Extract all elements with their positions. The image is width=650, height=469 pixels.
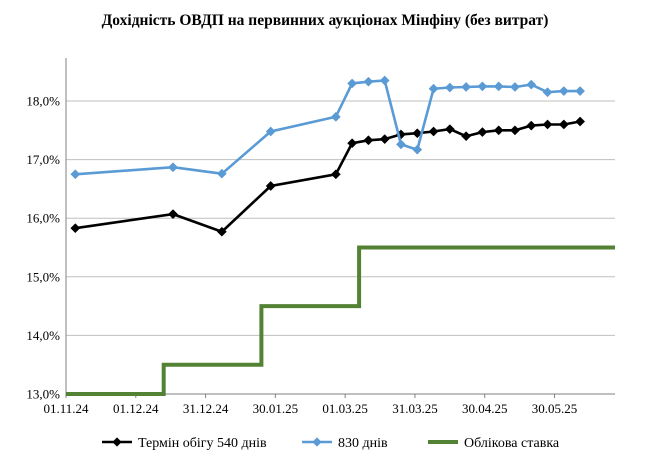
x-tick-label: 30.01.25	[253, 401, 299, 416]
data-point	[428, 126, 439, 137]
legend-marker	[312, 437, 322, 447]
data-point	[428, 83, 439, 94]
data-point	[379, 134, 390, 145]
data-point	[575, 116, 586, 127]
x-tick-label: 01.03.25	[322, 401, 368, 416]
legend-item-1: Термін обігу 540 днів	[102, 436, 267, 451]
data-point	[347, 78, 358, 89]
data-point	[510, 82, 520, 92]
axes: 13,0% 14,0% 15,0% 16,0% 17,0% 18,0% 01.11.24 01…	[26, 58, 615, 416]
data-point	[444, 82, 455, 93]
legend-item-2: 830 днів	[302, 436, 388, 451]
x-tick-label: 31.03.25	[392, 401, 438, 416]
y-tick-label: 18,0%	[26, 94, 60, 109]
legend-label: 830 днів	[338, 436, 388, 451]
data-point	[70, 169, 81, 180]
data-point	[542, 119, 553, 130]
y-tick-label: 16,0%	[26, 211, 60, 226]
series-3	[66, 245, 615, 396]
data-point	[461, 131, 472, 142]
data-point	[412, 144, 423, 155]
data-point	[493, 81, 504, 92]
data-point	[575, 86, 586, 97]
data-point	[265, 126, 276, 137]
x-tick-label: 30.05.25	[532, 401, 578, 416]
data-point	[363, 76, 374, 87]
data-point	[265, 181, 276, 191]
data-point	[168, 162, 178, 173]
y-tick-label: 15,0%	[26, 269, 60, 284]
x-tick-label: 30.04.25	[462, 401, 508, 416]
series-line	[75, 79, 581, 176]
data-point	[70, 223, 81, 234]
chart-title: Дохідність ОВДП на первинних аукціонах М…	[102, 12, 549, 29]
legend-marker	[112, 437, 122, 447]
data-point	[461, 82, 472, 92]
data-point	[510, 125, 520, 136]
series-line	[75, 120, 581, 234]
data-point	[477, 81, 488, 92]
legend: Термін обігу 540 днів 830 днів Облікова ст…	[102, 436, 560, 451]
data-point	[379, 75, 390, 86]
legend-label: Термін обігу 540 днів	[138, 436, 267, 451]
data-point	[558, 86, 569, 97]
x-tick-label: 01.12.24	[113, 401, 159, 416]
data-point	[330, 169, 341, 180]
data-point	[168, 209, 178, 220]
data-point	[526, 79, 537, 90]
data-point	[363, 135, 374, 146]
y-tick-label: 13,0%	[26, 387, 60, 402]
plot-area	[66, 75, 615, 396]
data-point	[526, 120, 537, 131]
data-point	[412, 128, 423, 139]
data-point	[396, 139, 406, 150]
data-point	[493, 125, 504, 136]
data-point	[444, 124, 455, 135]
data-point	[216, 168, 227, 179]
data-point	[542, 87, 553, 98]
x-tick-label: 01.11.24	[43, 401, 89, 416]
y-tick-label: 14,0%	[26, 328, 60, 343]
series-line	[66, 245, 615, 396]
series-2	[70, 75, 586, 180]
data-point	[558, 119, 569, 130]
data-point	[216, 226, 227, 237]
gridlines	[66, 100, 615, 336]
legend-label: Облікова ставка	[464, 436, 560, 451]
data-point	[477, 127, 488, 138]
series-1	[70, 116, 586, 237]
y-tick-label: 17,0%	[26, 152, 60, 167]
legend-item-3: Облікова ставка	[428, 436, 560, 451]
x-tick-label: 31.12.24	[183, 401, 229, 416]
data-point	[330, 111, 341, 122]
data-point	[347, 138, 358, 149]
